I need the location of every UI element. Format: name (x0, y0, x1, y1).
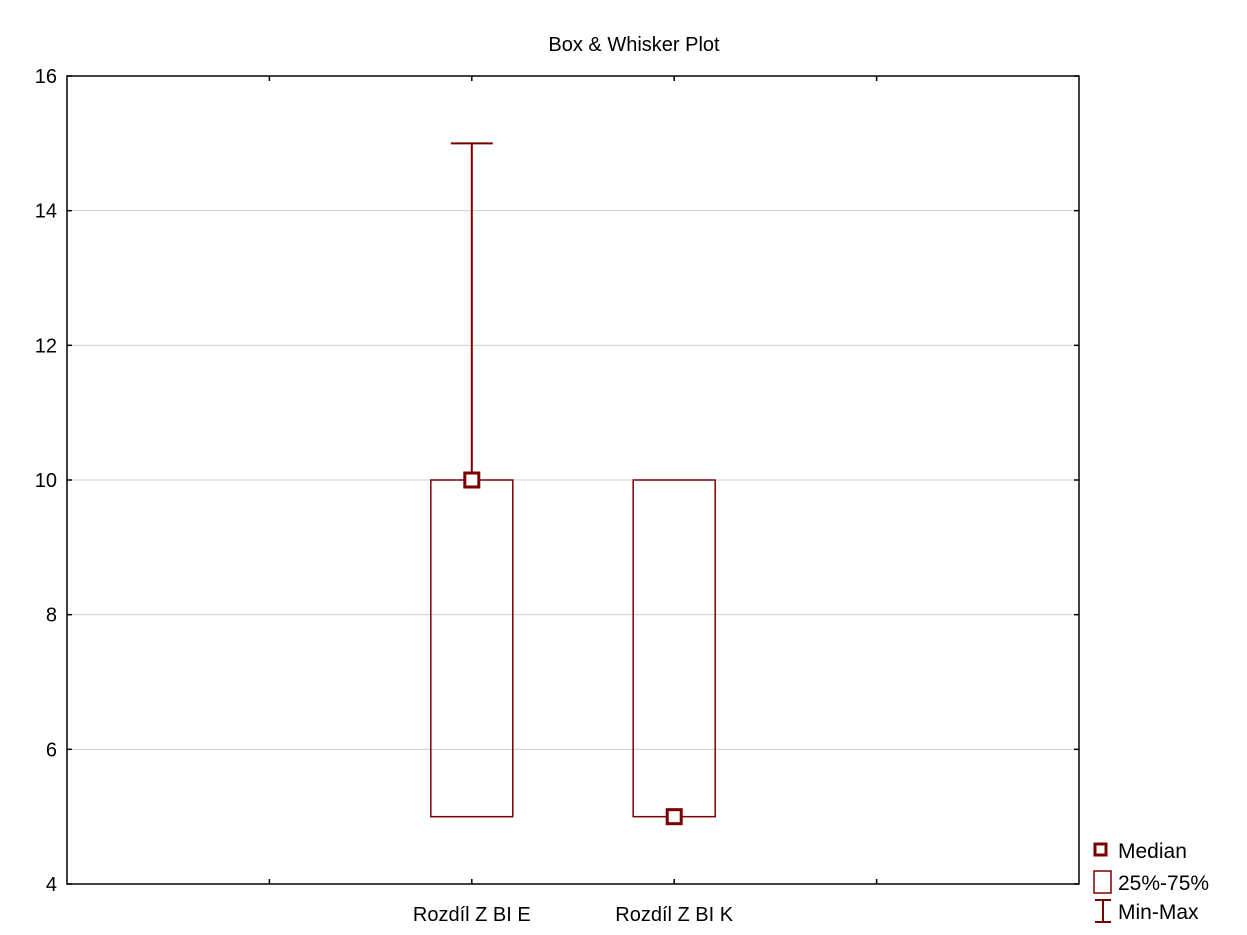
legend-box-marker (1093, 870, 1112, 894)
chart-title: Box & Whisker Plot (548, 34, 720, 56)
grid-layer (67, 210, 1079, 750)
iqr-box (430, 479, 514, 818)
x-category-label: Rozdíl Z BI E (413, 904, 531, 926)
y-tick-label: 6 (46, 739, 57, 761)
legend-whisker-marker (1095, 899, 1111, 923)
median-marker (463, 471, 481, 489)
legend: Median 25%-75% Min-Max (1093, 840, 1209, 924)
iqr-box (632, 479, 716, 818)
box-group (632, 479, 716, 826)
y-tick-label: 8 (46, 605, 57, 627)
box-layer (430, 142, 716, 826)
y-tick-label: 12 (35, 335, 57, 357)
y-tick-label: 16 (35, 66, 57, 88)
legend-whisker-label: Min-Max (1118, 901, 1199, 924)
y-tick-label: 4 (46, 874, 57, 896)
legend-median-marker (1093, 842, 1108, 857)
y-tick-label: 14 (35, 201, 57, 223)
box-group (430, 142, 514, 818)
legend-median-label: Median (1118, 840, 1187, 863)
legend-box-label: 25%-75% (1118, 872, 1209, 895)
tick-layer: 4 6 8 10 12 14 16 Rozdíl Z BI E Rozdíl Z BI K (35, 66, 1079, 926)
y-tick-label: 10 (35, 470, 57, 492)
x-category-label: Rozdíl Z BI K (615, 904, 733, 926)
median-marker (665, 808, 683, 826)
